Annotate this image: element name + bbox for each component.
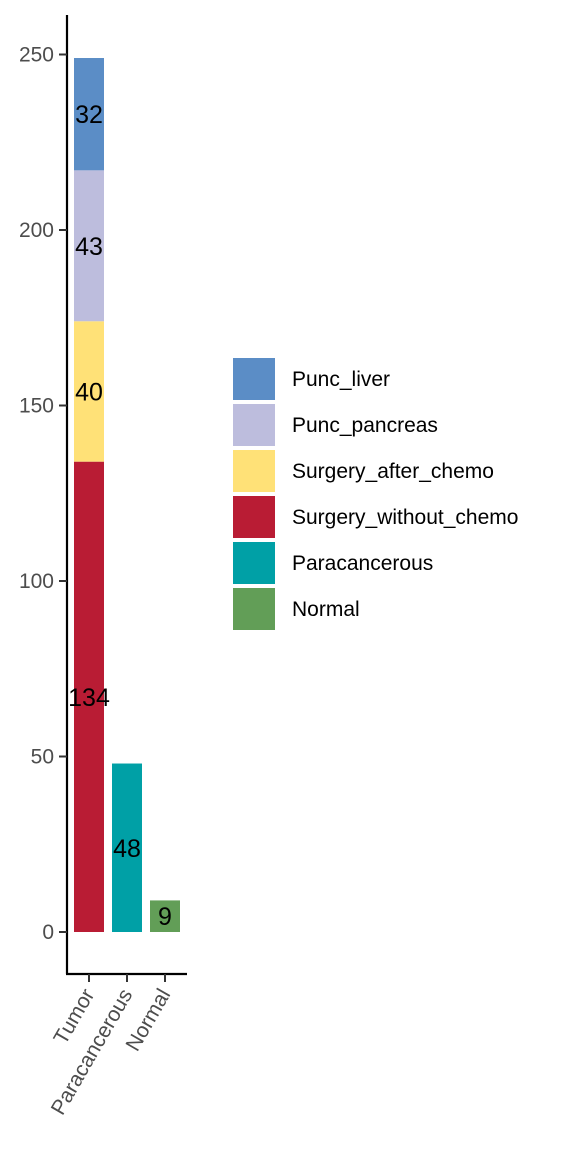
y-tick-label: 150 (19, 395, 54, 418)
bar-tumor-punc-pancreas (74, 170, 104, 322)
legend-label: Paracancerous (292, 552, 433, 575)
y-tick-label: 50 (31, 746, 54, 769)
legend-label: Punc_liver (292, 368, 390, 391)
bar-value-label: 43 (75, 233, 103, 261)
bar-paracancerous-paracancerous (112, 763, 142, 932)
legend-key-punc-liver (233, 358, 275, 400)
legend-key-surgery-after-chemo (233, 450, 275, 492)
legend: Punc_liver Punc_pancreas Surgery_after_che… (233, 358, 518, 630)
bar-value-label: 48 (113, 835, 141, 863)
bar-value-label: 134 (68, 684, 110, 712)
y-tick-label: 250 (19, 44, 54, 67)
legend-label: Normal (292, 598, 360, 621)
bar-value-label: 32 (75, 101, 103, 129)
y-tick-label: 200 (19, 219, 54, 242)
legend-key-punc-pancreas (233, 404, 275, 446)
legend-label: Punc_pancreas (292, 414, 438, 437)
bar-tumor-surgery-without-chemo (74, 461, 104, 932)
bar-normal-normal (150, 900, 180, 932)
legend-key-surgery-without-chemo (233, 496, 275, 538)
y-tick-label: 100 (19, 570, 54, 593)
bar-tumor-punc-liver (74, 58, 104, 171)
plot-area: 134 40 43 32 48 9 (68, 58, 180, 932)
bar-tumor-surgery-after-chemo (74, 321, 104, 462)
y-tick-label: 0 (42, 921, 54, 944)
legend-key-paracancerous (233, 542, 275, 584)
legend-label: Surgery_without_chemo (292, 506, 518, 529)
legend-key-normal (233, 588, 275, 630)
legend-label: Surgery_after_chemo (292, 460, 494, 483)
bar-value-label: 9 (158, 903, 172, 931)
bar-value-label: 40 (75, 378, 103, 406)
